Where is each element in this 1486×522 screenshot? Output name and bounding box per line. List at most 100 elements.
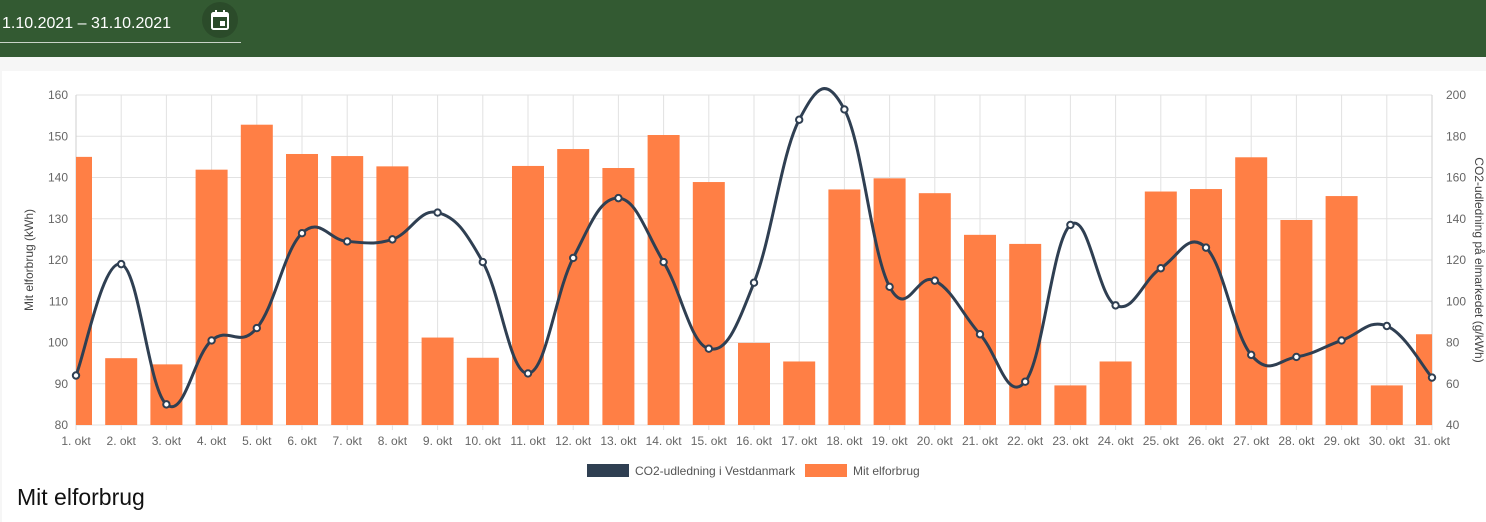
x-tick-label: 2. okt: [107, 434, 137, 448]
co2-point: [297, 228, 307, 238]
bar: [512, 165, 544, 425]
bar: [918, 193, 951, 425]
co2-point: [478, 257, 487, 267]
bar: [1235, 157, 1268, 425]
co2-point: [975, 330, 985, 339]
co2-point: [704, 344, 713, 353]
bar: [1054, 385, 1087, 425]
bar: [873, 178, 906, 425]
co2-point: [388, 235, 397, 244]
legend-swatch: [587, 464, 629, 477]
bar: [964, 234, 996, 425]
y-left-tick-label: 160: [48, 88, 68, 102]
bar: [150, 364, 183, 425]
bar: [376, 166, 409, 426]
bar: [286, 153, 318, 426]
co2-point: [162, 400, 171, 409]
x-tick-label: 4. okt: [197, 434, 227, 448]
co2-point: [207, 336, 216, 345]
co2-point: [1156, 264, 1166, 273]
bar: [1370, 385, 1403, 425]
co2-point: [1427, 373, 1437, 382]
x-tick-label: 30. okt: [1369, 434, 1406, 448]
y-right-tick-label: 120: [1446, 253, 1466, 267]
legend-swatch: [805, 464, 847, 477]
bar: [828, 189, 861, 425]
y-left-tick-label: 150: [48, 129, 68, 143]
legend-label: Mit elforbrug: [853, 464, 920, 478]
y-right-tick-label: 160: [1446, 171, 1466, 185]
x-tick-label: 25. okt: [1143, 434, 1180, 448]
co2-point: [1111, 301, 1120, 310]
x-tick-label: 24. okt: [1098, 434, 1135, 448]
x-tick-label: 18. okt: [826, 434, 863, 448]
y-right-tick-label: 40: [1446, 418, 1460, 432]
calendar-button[interactable]: [202, 2, 238, 38]
y-left-tick-label: 80: [55, 418, 69, 432]
calendar-icon: [211, 10, 229, 30]
co2-point: [343, 237, 352, 246]
x-tick-label: 28. okt: [1278, 434, 1315, 448]
co2-point: [1066, 220, 1075, 230]
y-right-tick-label: 200: [1446, 88, 1466, 102]
y-right-tick-label: 140: [1446, 212, 1466, 226]
y-left-tick-label: 130: [48, 212, 68, 226]
x-tick-label: 22. okt: [1007, 434, 1044, 448]
date-range-underline: [0, 42, 241, 43]
bar: [738, 342, 770, 425]
bar: [1190, 189, 1222, 425]
x-tick-label: 31. okt: [1414, 434, 1451, 448]
co2-point: [523, 369, 533, 378]
legend-label: CO2-udledning i Vestdanmark: [635, 464, 796, 478]
bar: [1009, 243, 1042, 425]
bar: [647, 135, 680, 425]
bar: [331, 156, 364, 426]
y-right-tick-label: 80: [1446, 336, 1460, 350]
co2-point: [1201, 243, 1211, 252]
date-range-field[interactable]: 1.10.2021 – 31.10.2021: [2, 15, 172, 32]
x-tick-label: 20. okt: [917, 434, 954, 448]
co2-line: [74, 87, 1434, 409]
x-tick-label: 29. okt: [1324, 434, 1361, 448]
y-left-tick-label: 120: [48, 253, 68, 267]
co2-point: [252, 323, 262, 333]
co2-point: [659, 257, 668, 267]
bar: [602, 168, 635, 425]
y-right-tick-label: 60: [1446, 377, 1460, 391]
y-left-tick-label: 100: [48, 336, 68, 350]
co2-point: [569, 253, 578, 263]
co2-point: [433, 208, 442, 217]
y-left-tick-label: 110: [49, 294, 68, 308]
bar: [1416, 334, 1432, 425]
bar: [240, 124, 273, 425]
bar: [195, 169, 228, 425]
bar: [1099, 361, 1132, 425]
bar: [466, 357, 499, 425]
co2-point: [1292, 352, 1301, 362]
co2-point: [930, 276, 939, 285]
x-tick-label: 10. okt: [465, 434, 502, 448]
x-tick-label: 7. okt: [333, 434, 363, 448]
consumption-chart: 80 90 100 110 120 130 140 150 160 40 60 80 100 120 140…: [22, 87, 1486, 478]
y-right-tick-label: 100: [1446, 294, 1466, 308]
chart-card: 80 90 100 110 120 130 140 150 160 40 60 80 100 120 140…: [2, 71, 1486, 522]
y-left-axis-title: Mit elforbrug (kWh): [22, 209, 36, 311]
x-tick-label: 14. okt: [646, 434, 683, 448]
bar: [76, 156, 92, 425]
co2-point: [1337, 336, 1346, 345]
x-tick-label: 23. okt: [1052, 434, 1089, 448]
x-tick-label: 8. okt: [378, 434, 408, 448]
co2-point: [1021, 377, 1030, 386]
x-tick-label: 21. okt: [962, 434, 999, 448]
bar: [1325, 196, 1358, 425]
x-tick-label: 26. okt: [1188, 434, 1225, 448]
x-tick-label: 11. okt: [510, 434, 546, 448]
co2-point: [840, 105, 849, 114]
bar: [692, 182, 725, 425]
bar: [1144, 191, 1177, 425]
bar: [1280, 219, 1313, 425]
co2-point: [749, 278, 759, 287]
y-left-tick-label: 140: [48, 171, 68, 185]
co2-point: [1247, 350, 1256, 360]
bar: [783, 361, 816, 425]
